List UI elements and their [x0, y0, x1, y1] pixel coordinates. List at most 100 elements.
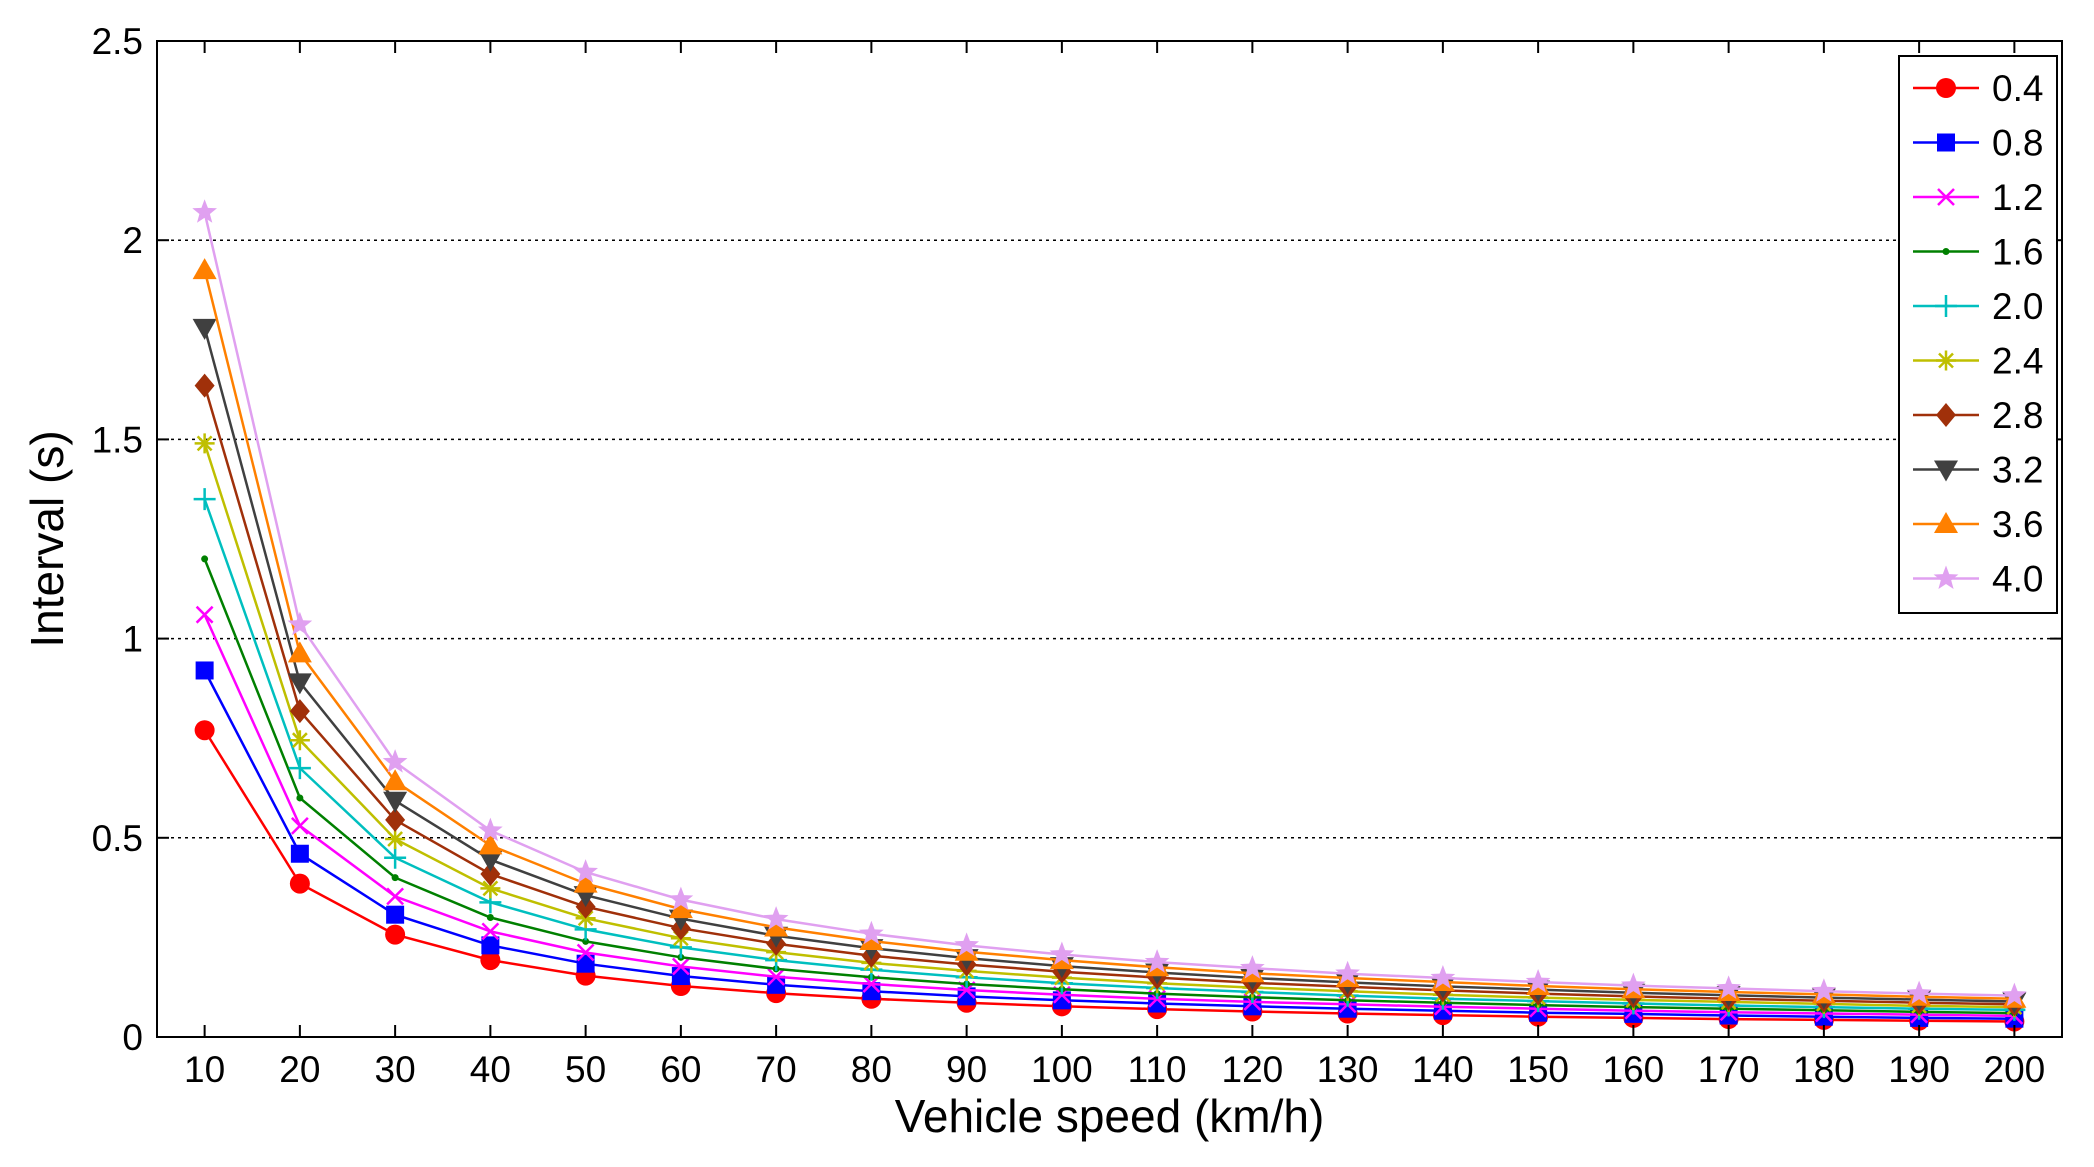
data-point: [954, 932, 979, 956]
series-line: [203, 443, 2015, 1009]
data-point: [2002, 982, 2027, 1007]
data-point: [1811, 978, 1837, 1002]
data-point: [384, 846, 407, 869]
legend-item: 4.0: [1913, 559, 2043, 600]
data-point: [386, 887, 405, 906]
x-axis-title: Vehicle speed (km/h): [895, 1090, 1325, 1142]
data-point: [201, 555, 209, 563]
data-point: [859, 928, 884, 950]
series-layer: [192, 199, 2027, 1032]
legend-label: 0.8: [1992, 123, 2043, 164]
x-tick-label: 120: [1222, 1049, 1284, 1090]
data-point: [1933, 565, 1959, 589]
data-point: [1430, 965, 1456, 989]
data-point: [1335, 960, 1360, 985]
legend-label: 1.6: [1992, 232, 2043, 273]
y-tick-label: 0.5: [92, 818, 143, 859]
data-point: [287, 641, 312, 663]
x-tick-label: 90: [946, 1049, 987, 1090]
data-point: [671, 957, 690, 976]
gridlines: [157, 239, 2062, 839]
data-point: [195, 661, 214, 680]
data-point: [671, 967, 690, 986]
data-point: [289, 730, 310, 751]
series-4.0: [192, 199, 2027, 1007]
data-point: [481, 922, 500, 941]
legend-item: 1.6: [1913, 232, 2043, 273]
data-point: [1144, 949, 1170, 973]
x-tick-label: 50: [565, 1049, 606, 1090]
y-tick-label: 1.5: [92, 419, 143, 460]
legend-item: 1.2: [1913, 177, 2043, 218]
series-line: [203, 669, 2015, 1020]
x-tick-label: 180: [1793, 1049, 1855, 1090]
legend-box: [1898, 55, 2058, 614]
series-line: [203, 385, 2015, 1006]
data-point: [1049, 941, 1075, 965]
y-tick-label: 2: [122, 220, 143, 261]
data-point: [391, 874, 399, 882]
x-tick-label: 30: [375, 1049, 416, 1090]
data-point: [859, 920, 884, 945]
x-tick-label: 160: [1603, 1049, 1665, 1090]
x-tick-label: 110: [1128, 1049, 1187, 1090]
data-point: [668, 897, 693, 919]
data-point: [767, 967, 786, 986]
data-point: [192, 318, 217, 340]
data-point: [573, 871, 598, 893]
data-point: [1934, 460, 1958, 482]
legend-item: 3.6: [1913, 504, 2043, 545]
legend: 0.4 0.8 1.2 1.6 2.0 2.4 2.8 3.2 3.6 4.0: [1898, 55, 2058, 614]
series-line: [203, 558, 2015, 1015]
data-point: [382, 749, 408, 773]
legend-label: 3.6: [1992, 504, 2043, 545]
data-point: [1934, 512, 1958, 533]
data-point: [486, 913, 494, 921]
data-point: [668, 886, 694, 911]
data-point: [287, 673, 312, 695]
axis-ticks: 10 20 30 40 50 60 70 80 90 100 110 120 130 140 150 160 1…: [92, 21, 2062, 1090]
data-point: [1937, 133, 1955, 152]
x-tick-label: 60: [660, 1049, 701, 1090]
y-tick-label: 0: [122, 1017, 143, 1058]
data-point: [296, 794, 304, 802]
data-point: [192, 258, 217, 280]
legend-label: 1.2: [1992, 177, 2043, 218]
data-point: [287, 611, 313, 636]
x-tick-label: 80: [851, 1049, 892, 1090]
data-point: [763, 906, 789, 930]
data-point: [192, 199, 217, 223]
data-point: [385, 807, 406, 832]
data-point: [193, 488, 216, 511]
y-axis-title: Interval (s): [21, 430, 73, 647]
legend-label: 2.8: [1992, 395, 2043, 436]
legend-label: 2.0: [1992, 286, 2043, 327]
series-line: [203, 327, 2015, 1003]
data-point: [481, 936, 500, 955]
legend-item: 3.2: [1913, 450, 2043, 491]
x-tick-label: 150: [1507, 1049, 1569, 1090]
data-point: [1937, 188, 1955, 206]
x-tick-label: 40: [470, 1049, 511, 1090]
data-point: [480, 950, 501, 971]
x-tick-label: 200: [1984, 1049, 2046, 1090]
data-point: [764, 915, 789, 937]
series-line: [203, 729, 2015, 1023]
data-point: [383, 769, 408, 791]
x-tick-label: 130: [1317, 1049, 1379, 1090]
x-tick-label: 170: [1698, 1049, 1760, 1090]
data-point: [478, 817, 503, 842]
data-point: [862, 982, 881, 1001]
data-point: [576, 943, 595, 962]
data-point: [386, 905, 405, 924]
data-point: [194, 433, 215, 454]
data-point: [289, 699, 310, 724]
data-point: [385, 828, 406, 849]
data-point: [195, 605, 214, 624]
plot-frame: [156, 40, 2063, 1038]
data-point: [194, 720, 215, 741]
data-point: [480, 862, 501, 887]
data-point: [957, 987, 976, 1006]
